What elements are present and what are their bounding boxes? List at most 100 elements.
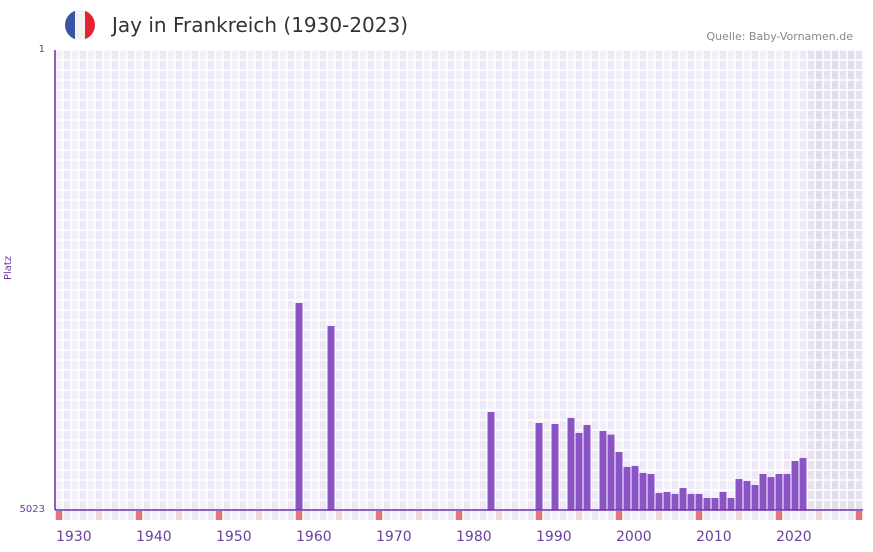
bar-1964 xyxy=(327,325,335,510)
year-cell xyxy=(831,511,839,520)
year-cell xyxy=(559,511,567,520)
year-cell xyxy=(71,511,79,520)
x-tick-label: 1960 xyxy=(296,529,332,545)
source-link[interactable]: Quelle: Baby-Vornamen.de xyxy=(706,30,853,43)
bar-2010 xyxy=(695,493,703,510)
year-cell xyxy=(751,511,759,520)
bar-2006 xyxy=(663,491,671,510)
year-cell xyxy=(271,511,279,520)
year-cell xyxy=(599,511,607,520)
bar-1984 xyxy=(487,411,495,510)
year-cell xyxy=(719,511,727,520)
year-marker xyxy=(615,511,623,520)
bar-2020 xyxy=(775,474,783,510)
bar-1998 xyxy=(599,430,607,510)
year-cell xyxy=(127,511,135,520)
year-marker xyxy=(375,511,383,520)
year-cell xyxy=(63,511,71,520)
year-cell xyxy=(703,511,711,520)
year-cell xyxy=(551,511,559,520)
year-cell xyxy=(87,511,95,520)
year-cell xyxy=(847,511,855,520)
year-cell xyxy=(519,511,527,520)
year-marker xyxy=(495,511,503,520)
year-cell xyxy=(111,511,119,520)
bar-2003 xyxy=(639,472,647,510)
year-cell xyxy=(479,511,487,520)
year-marker xyxy=(215,511,223,520)
year-marker xyxy=(415,511,423,520)
year-cell xyxy=(367,511,375,520)
year-marker xyxy=(335,511,343,520)
year-cell xyxy=(471,511,479,520)
year-cell xyxy=(687,511,695,520)
year-cell xyxy=(287,511,295,520)
bar-1999 xyxy=(607,434,615,510)
year-cell xyxy=(247,511,255,520)
year-marker xyxy=(455,511,463,520)
year-cell xyxy=(231,511,239,520)
bar-1960 xyxy=(295,302,303,510)
year-cell xyxy=(199,511,207,520)
year-cell xyxy=(159,511,167,520)
year-cell xyxy=(607,511,615,520)
year-marker xyxy=(575,511,583,520)
year-cell xyxy=(399,511,407,520)
year-cell xyxy=(823,511,831,520)
year-cell xyxy=(447,511,455,520)
bar-2008 xyxy=(679,488,687,510)
year-cell xyxy=(343,511,351,520)
bar-1994 xyxy=(567,417,575,510)
year-marker xyxy=(135,511,143,520)
year-marker xyxy=(535,511,543,520)
year-cell xyxy=(463,511,471,520)
bar-2022 xyxy=(791,460,799,510)
year-marker xyxy=(855,511,863,520)
x-tick-label: 2020 xyxy=(776,529,812,545)
year-cell xyxy=(767,511,775,520)
x-tick-label: 1930 xyxy=(56,529,92,545)
year-cell xyxy=(503,511,511,520)
year-cell xyxy=(391,511,399,520)
bar-2019 xyxy=(767,477,775,510)
year-cell xyxy=(407,511,415,520)
bar-2004 xyxy=(647,474,655,510)
year-cell xyxy=(383,511,391,520)
year-cell xyxy=(487,511,495,520)
x-tick-label: 2000 xyxy=(616,529,652,545)
bar-2011 xyxy=(703,498,711,510)
x-tick-label: 1970 xyxy=(376,529,412,545)
year-cell xyxy=(839,511,847,520)
year-cell xyxy=(639,511,647,520)
year-cell xyxy=(527,511,535,520)
year-marker xyxy=(255,511,263,520)
bar-2012 xyxy=(711,498,719,510)
bar-1990 xyxy=(535,422,543,510)
year-cell xyxy=(711,511,719,520)
bar-2018 xyxy=(759,474,767,510)
year-cell xyxy=(431,511,439,520)
year-marker xyxy=(175,511,183,520)
year-cell xyxy=(191,511,199,520)
bar-2023 xyxy=(799,457,807,510)
bar-2017 xyxy=(751,484,759,510)
year-cell xyxy=(183,511,191,520)
year-cell xyxy=(679,511,687,520)
bar-2013 xyxy=(719,491,727,510)
x-tick-label: 1950 xyxy=(216,529,252,545)
bar-2021 xyxy=(783,474,791,510)
year-cell xyxy=(223,511,231,520)
year-cell xyxy=(103,511,111,520)
year-cell xyxy=(359,511,367,520)
year-cell xyxy=(327,511,335,520)
y-tick-bottom: 5023 xyxy=(19,504,45,515)
x-tick-label: 1980 xyxy=(456,529,492,545)
year-cell xyxy=(207,511,215,520)
bar-2016 xyxy=(743,480,751,510)
bar-2002 xyxy=(631,465,639,510)
bar-1992 xyxy=(551,423,559,510)
year-cell xyxy=(303,511,311,520)
chart-title: Jay in Frankreich (1930-2023) xyxy=(112,13,409,37)
year-cell xyxy=(791,511,799,520)
bar-1996 xyxy=(583,424,591,510)
